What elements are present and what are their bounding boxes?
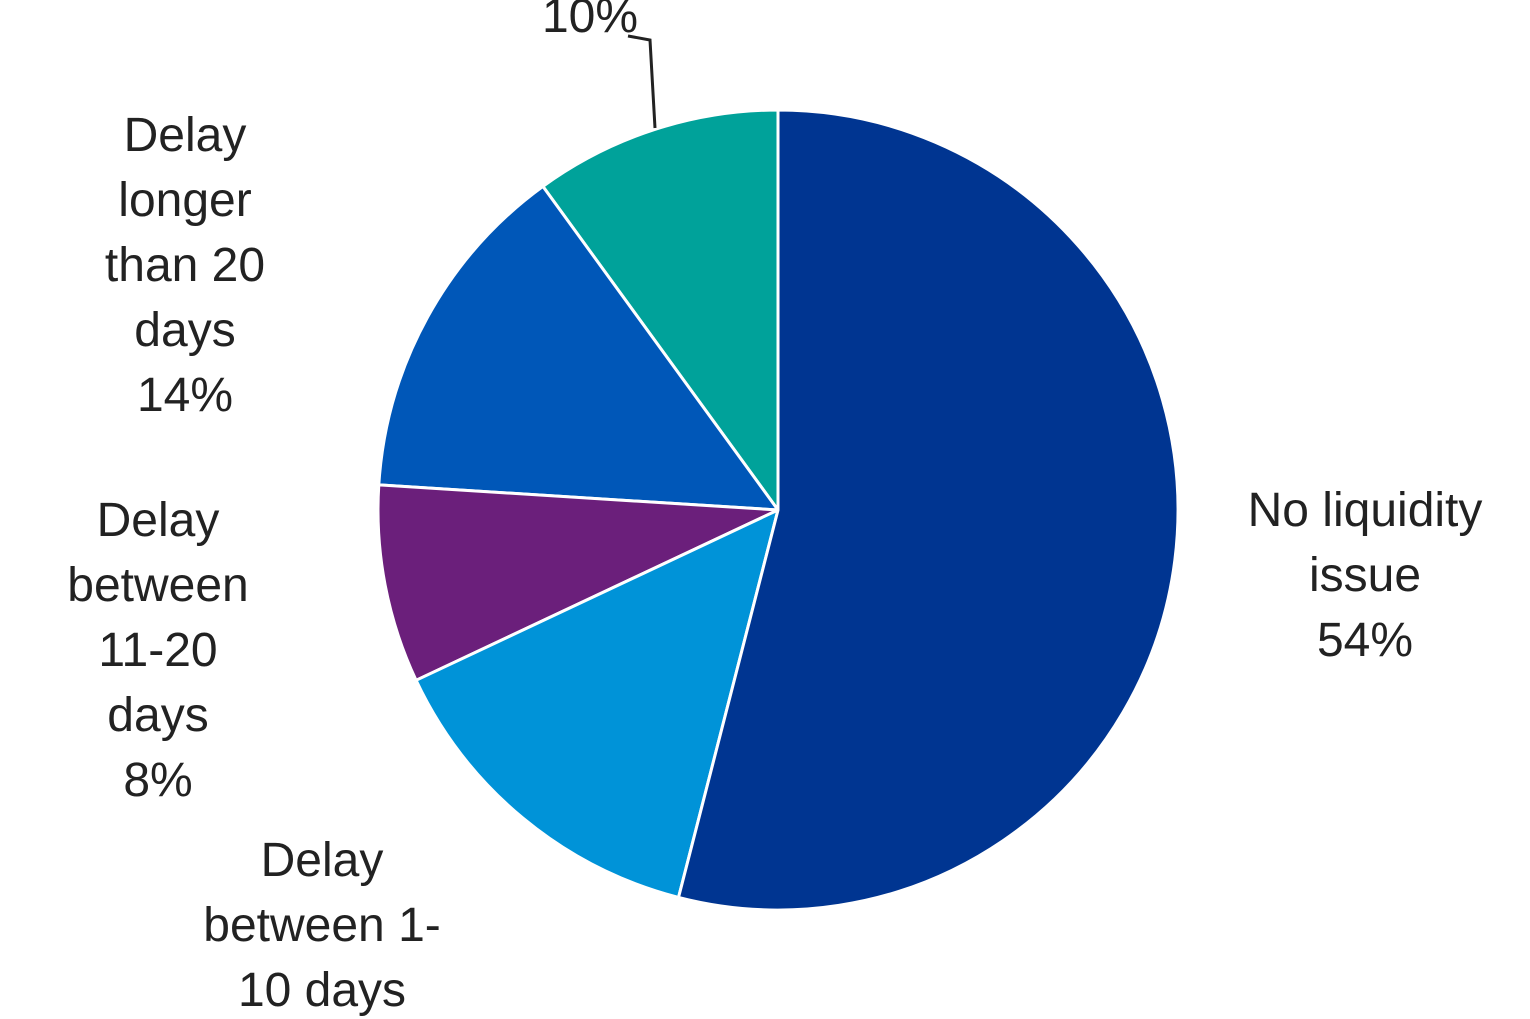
slice-label: No liquidity issue 54% <box>1210 478 1520 673</box>
pie-slice <box>540 108 780 515</box>
value-label: 54% <box>1316 614 1414 667</box>
category-label: Delay between 1-10 days <box>203 834 441 1017</box>
slice-label: Delay between 1-10 days <box>192 828 452 1019</box>
category-label: Delay longer than 20 days <box>104 109 266 357</box>
pie-slice <box>414 507 781 900</box>
value-label: 10% <box>541 0 639 43</box>
value-label: 8% <box>123 754 193 807</box>
pie-slice <box>376 483 779 683</box>
leader-line <box>627 34 657 129</box>
slice-label: Delay between 11-20 days 8% <box>43 488 273 813</box>
category-label: Delay between 11-20 days <box>67 494 249 742</box>
pie-slice <box>377 184 782 512</box>
slice-label: 10% <box>490 0 690 49</box>
slice-label: Delay longer than 20 days 14% <box>80 103 290 428</box>
pie-slice <box>676 108 1180 912</box>
category-label: No liquidity issue <box>1247 484 1483 602</box>
value-label: 14% <box>136 369 234 422</box>
